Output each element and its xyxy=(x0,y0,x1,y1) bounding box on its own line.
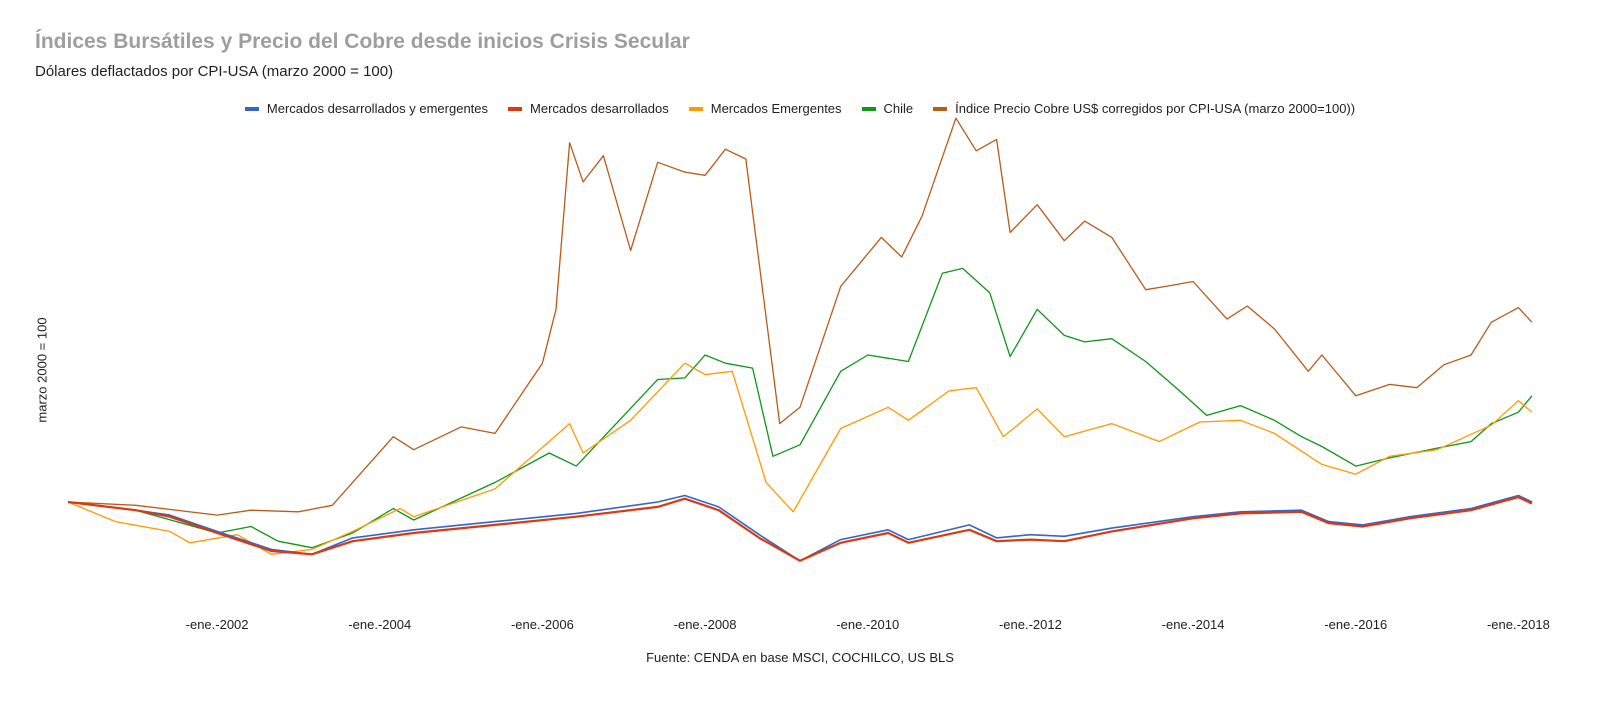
x-tick-label: -ene.-2004 xyxy=(348,617,411,632)
legend-swatch-copper xyxy=(933,106,948,111)
series-line-copper[interactable] xyxy=(67,117,1533,516)
legend-item-chile[interactable]: Chile xyxy=(861,101,914,116)
x-tick-label: -ene.-2018 xyxy=(1487,617,1550,632)
legend-swatch-chile xyxy=(861,106,876,111)
legend-label-copper: Índice Precio Cobre US$ corregidos por C… xyxy=(955,101,1356,116)
legend-label-world: Mercados desarrollados y emergentes xyxy=(266,101,489,116)
x-tick-label: -ene.-2010 xyxy=(836,617,899,632)
legend-swatch-emerging xyxy=(688,106,703,111)
legend-label-developed: Mercados desarrollados xyxy=(530,101,669,116)
series-line-developed[interactable] xyxy=(67,496,1533,562)
x-tick-label: -ene.-2006 xyxy=(511,617,574,632)
legend-item-developed[interactable]: Mercados desarrollados xyxy=(508,101,669,116)
legend-item-emerging[interactable]: Mercados Emergentes xyxy=(688,101,842,116)
x-axis-ticks: -ene.-2002 -ene.-2004 -ene.-2006 -ene.-2008… xyxy=(186,617,1550,632)
x-tick-label: -ene.-2002 xyxy=(186,617,249,632)
x-tick-label: -ene.-2008 xyxy=(674,617,737,632)
series-line-emerging[interactable] xyxy=(67,362,1533,555)
chart-title: Índices Bursátiles y Precio del Cobre de… xyxy=(35,30,690,53)
legend-swatch-developed xyxy=(508,106,523,111)
x-tick-label: -ene.-2016 xyxy=(1324,617,1387,632)
legend-item-copper[interactable]: Índice Precio Cobre US$ corregidos por C… xyxy=(933,101,1355,116)
x-tick-label: -ene.-2014 xyxy=(1162,617,1225,632)
legend-item-world[interactable]: Mercados desarrollados y emergentes xyxy=(244,101,489,116)
legend-swatch-world xyxy=(244,106,259,111)
chart-source: Fuente: CENDA en base MSCI, COCHILCO, US… xyxy=(646,650,954,665)
legend-label-chile: Chile xyxy=(883,101,914,116)
x-tick-label: -ene.-2012 xyxy=(999,617,1062,632)
series-line-world[interactable] xyxy=(67,494,1533,562)
chart-subtitle: Dólares deflactados por CPI-USA (marzo 2… xyxy=(35,63,394,80)
legend-label-emerging: Mercados Emergentes xyxy=(710,101,842,116)
series-layer xyxy=(67,117,1533,562)
chart-legend: Mercados desarrollados y emergentes Merc… xyxy=(0,101,1600,116)
